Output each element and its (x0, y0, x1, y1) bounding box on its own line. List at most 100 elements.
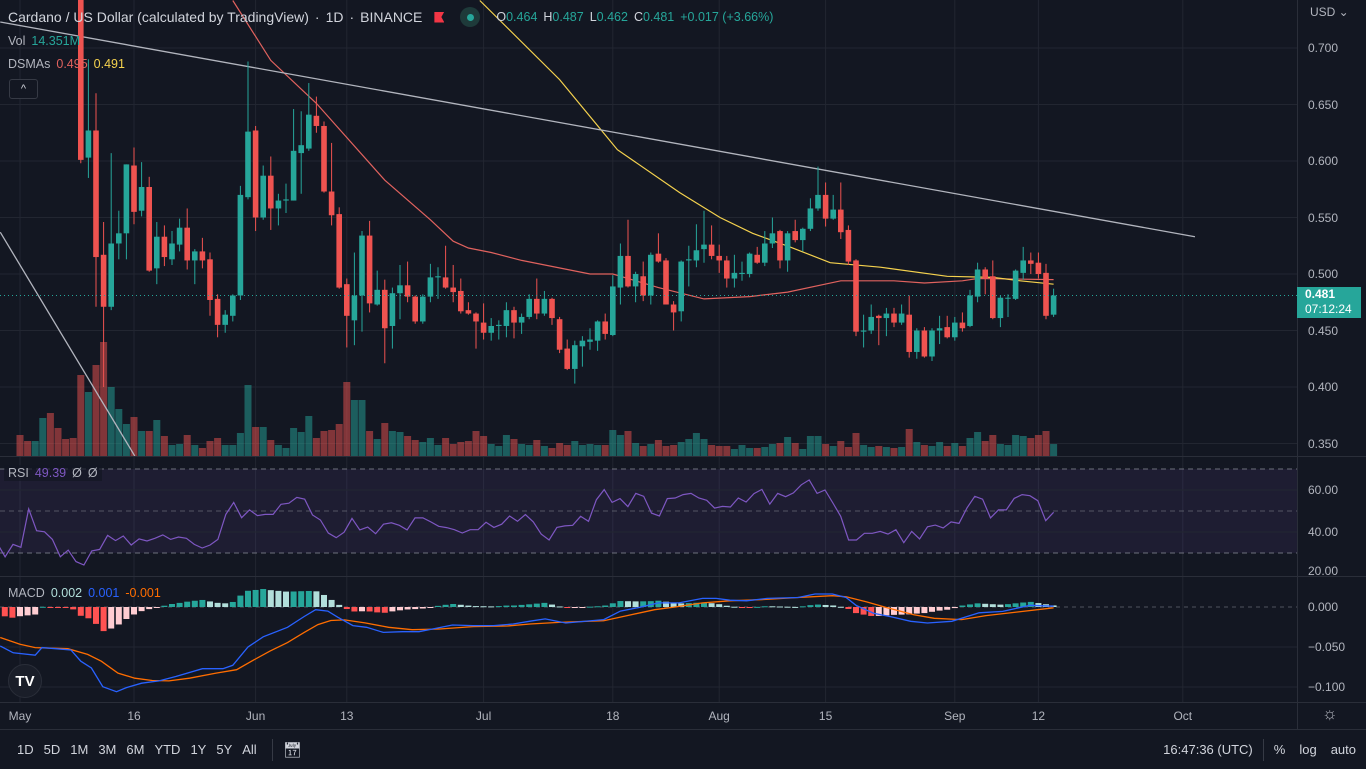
macd-histogram-bar (511, 605, 517, 607)
macd-histogram-bar (17, 607, 23, 617)
volume-bar (107, 387, 115, 456)
symbol-legend[interactable]: Cardano / US Dollar (calculated by Tradi… (8, 7, 773, 27)
macd-tick-label: 0.000 (1308, 600, 1339, 614)
macd-histogram-bar (305, 590, 312, 607)
clock[interactable]: 16:47:36 (UTC) (1163, 742, 1253, 757)
rsi-pane[interactable] (0, 479, 1055, 566)
volume-bar (350, 400, 358, 456)
macd-histogram-bar (153, 607, 160, 608)
volume-bar (191, 445, 199, 456)
candle (207, 259, 213, 300)
candle (693, 250, 700, 261)
rsi-legend[interactable]: RSI 49.39 Ø Ø (4, 465, 102, 481)
price-pane[interactable] (0, 0, 1297, 456)
macd-histogram-bar (564, 607, 571, 608)
macd-histogram-bar (321, 594, 327, 607)
candle (427, 277, 434, 297)
candle (701, 244, 707, 250)
dsmas-legend[interactable]: DSMAs 0.495 0.491 (8, 57, 125, 71)
macd-histogram-bar (860, 607, 867, 615)
chart-canvas[interactable] (0, 0, 1366, 729)
volume-bar (16, 435, 24, 456)
range-button-6m[interactable]: 6M (126, 742, 145, 757)
volume-bar (419, 442, 427, 456)
bar-countdown: 07:12:24 (1305, 302, 1352, 316)
volume-bar (343, 382, 351, 456)
candle (754, 254, 760, 263)
tradingview-logo[interactable]: TV (8, 664, 42, 698)
macd-histogram-bar (640, 601, 647, 607)
log-toggle[interactable]: log (1299, 742, 1317, 757)
range-button-3m[interactable]: 3M (98, 742, 117, 757)
volume-bar (951, 443, 959, 456)
macd-pane[interactable] (0, 589, 1057, 693)
volume-bar (1012, 435, 1020, 456)
macd-histogram-bar (465, 605, 472, 607)
volume-bar (480, 436, 488, 456)
candle (648, 254, 654, 296)
macd-hist-value: 0.002 (50, 586, 83, 600)
volume-bar (518, 444, 526, 456)
time-tick-label: Jul (475, 709, 492, 723)
volume-bar (936, 442, 944, 456)
candle (199, 251, 206, 261)
candle (161, 236, 168, 258)
candle (275, 200, 282, 209)
macd-histogram-bar (473, 606, 479, 608)
volume-bar (920, 445, 928, 456)
macd-histogram-bar (495, 606, 502, 608)
date-range-calendar-icon[interactable]: 📅︎ (282, 741, 302, 759)
candle (579, 340, 586, 347)
macd-line (0, 593, 1054, 693)
range-button-1y[interactable]: 1Y (190, 742, 207, 757)
volume-bar (685, 439, 693, 456)
volume-bar (867, 447, 875, 456)
candle (990, 276, 996, 319)
collapse-legend-button[interactable]: ^ (9, 79, 38, 99)
macd-histogram-bar (678, 603, 685, 607)
range-button-ytd[interactable]: YTD (154, 742, 181, 757)
bottom-toolbar: 1D 5D 1M 3M 6M YTD 1Y 5Y All 📅︎ 16:47:36 (UTC) %… (0, 729, 1366, 769)
macd-histogram-bar (298, 591, 305, 607)
volume-bar (297, 432, 305, 456)
candle (382, 289, 388, 329)
macd-histogram-bar (579, 607, 586, 608)
volume-bar (214, 438, 222, 456)
volume-bar (267, 440, 275, 456)
volume-bar (898, 447, 906, 456)
range-button-1m[interactable]: 1M (70, 742, 89, 757)
candle (572, 345, 578, 369)
range-button-5d[interactable]: 5D (43, 742, 61, 757)
macd-histogram-bar (784, 606, 791, 608)
range-button-1d[interactable]: 1D (17, 742, 34, 757)
volume-legend[interactable]: Vol 14.351M (8, 34, 80, 48)
range-button-all[interactable]: All (242, 742, 257, 757)
auto-toggle[interactable]: auto (1330, 742, 1356, 757)
candle (473, 313, 479, 322)
macd-histogram-bar (419, 607, 426, 609)
macd-histogram-bar (967, 604, 973, 607)
time-tick-label: 16 (127, 709, 141, 723)
percent-toggle[interactable]: % (1273, 742, 1286, 757)
macd-histogram-bar (442, 604, 449, 607)
volume-bar (388, 431, 396, 456)
market-open-icon (460, 7, 481, 27)
macd-histogram-bar (207, 601, 213, 607)
macd-histogram-bar (526, 604, 533, 607)
macd-histogram-bar (169, 604, 175, 607)
macd-histogram-bar (936, 607, 943, 611)
candle (898, 313, 905, 323)
interval[interactable]: 1D (325, 9, 344, 25)
volume-bar (639, 446, 647, 456)
symbol-title[interactable]: Cardano / US Dollar (calculated by Tradi… (8, 9, 309, 25)
dsma-fast-value: 0.495 (56, 57, 88, 71)
range-button-5y[interactable]: 5Y (216, 742, 233, 757)
currency-selector[interactable]: USD ⌄ (1310, 5, 1349, 19)
volume-bar (875, 446, 883, 456)
flag-icon[interactable] (434, 11, 445, 23)
macd-histogram-bar (47, 607, 54, 608)
macd-legend[interactable]: MACD 0.002 0.001 -0.001 (8, 586, 161, 600)
settings-gear-icon[interactable]: ☼ (1322, 704, 1338, 723)
volume-bar (320, 431, 328, 456)
high-value: 0.487 (552, 10, 584, 24)
